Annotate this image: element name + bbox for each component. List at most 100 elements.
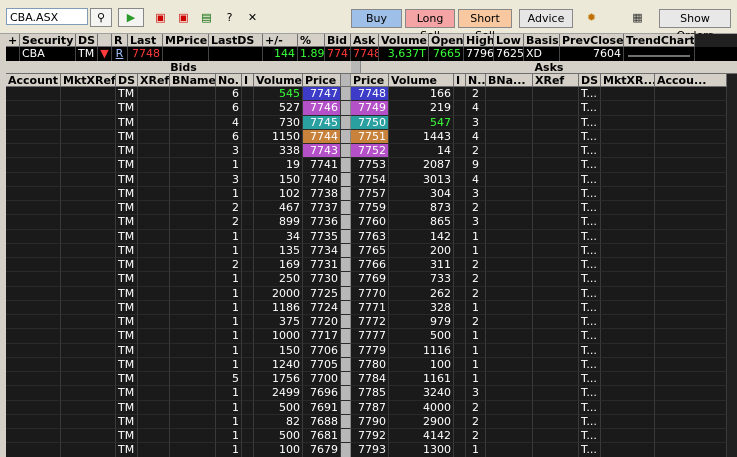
show-orders-button[interactable]: Show Orders (659, 9, 731, 42)
depth-row[interactable]: TM 2 467 7737 7759 873 2 T... (6, 201, 737, 216)
search-icon[interactable]: ⚲ (90, 8, 112, 27)
depth-row[interactable]: TM 1 375 7720 7772 979 2 T... (6, 315, 737, 330)
col-bid-ds[interactable]: DS (116, 74, 138, 87)
quote-r[interactable]: R (112, 47, 128, 61)
depth-row[interactable]: TM 3 338 7743 7752 14 2 T... (6, 144, 737, 159)
depth-row[interactable]: TM 2 899 7736 7760 865 3 T... (6, 215, 737, 230)
bid-xref-cell (138, 357, 170, 372)
col-lastds[interactable]: LastDS (209, 34, 263, 47)
bid-account-cell (6, 129, 61, 144)
expand-header[interactable]: + (6, 34, 20, 47)
col-ds[interactable]: DS (76, 34, 98, 47)
depth-row[interactable]: TM 1 1186 7724 7771 328 1 T... (6, 300, 737, 315)
col-low[interactable]: Low (494, 34, 524, 47)
bid-no-cell: 1 (216, 300, 242, 315)
col-bid-bname[interactable]: BName (170, 74, 216, 87)
ask-xref-cell (533, 144, 579, 159)
quote-security: CBA (20, 47, 76, 61)
bid-price-cell: 7679 (303, 443, 341, 457)
col-ask-xref[interactable]: XRef (533, 74, 579, 87)
depth-row[interactable]: TM 5 1756 7700 7784 1161 1 T... (6, 372, 737, 387)
col-r[interactable]: R (112, 34, 128, 47)
ask-no-cell: 2 (466, 414, 486, 429)
buy-button[interactable]: Buy (351, 9, 402, 28)
depth-row[interactable]: TM 1 150 7706 7779 1116 1 T... (6, 343, 737, 358)
bid-xref-cell (138, 101, 170, 116)
col-ask-account[interactable]: Accou... (655, 74, 727, 87)
ask-volume-cell: 873 (389, 201, 454, 216)
col-bid-mktxref[interactable]: MktXRef (61, 74, 116, 87)
col-pct[interactable]: % (298, 34, 325, 47)
depth-row[interactable]: TM 1 135 7734 7765 200 1 T... (6, 243, 737, 258)
col-change[interactable]: +/- (263, 34, 298, 47)
book-icon[interactable]: ▣ (155, 11, 166, 24)
col-ask-volume[interactable]: Volume (389, 74, 454, 87)
col-last[interactable]: Last (128, 34, 163, 47)
depth-row[interactable]: TM 6 527 7746 7749 219 4 T... (6, 101, 737, 116)
calculator-icon[interactable]: ▦ (632, 11, 643, 24)
depth-row[interactable]: TM 1 82 7688 7790 2900 2 T... (6, 414, 737, 429)
depth-row[interactable]: TM 1 500 7681 7792 4142 2 T... (6, 429, 737, 444)
globe-icon[interactable]: ✹ (586, 11, 597, 24)
depth-row[interactable]: TM 1 250 7730 7769 733 2 T... (6, 272, 737, 287)
depth-row[interactable]: TM 1 500 7691 7787 4000 2 T... (6, 400, 737, 415)
ask-account-cell (655, 87, 727, 102)
col-bid-account[interactable]: Account (6, 74, 61, 87)
depth-row[interactable]: TM 1 34 7735 7763 142 1 T... (6, 229, 737, 244)
symbol-input[interactable]: CBA.ASX (6, 8, 88, 25)
depth-row[interactable]: TM 3 150 7740 7754 3013 4 T... (6, 172, 737, 187)
col-bid-no[interactable]: No. (216, 74, 242, 87)
col-ask-mktxref[interactable]: MktXR... (601, 74, 655, 87)
depth-row[interactable]: TM 1 1000 7717 7777 500 1 T... (6, 329, 737, 344)
col-trend-arrow[interactable] (98, 34, 112, 47)
col-trendchart[interactable]: TrendChart (624, 34, 695, 47)
depth-row[interactable]: TM 1 102 7738 7757 304 3 T... (6, 186, 737, 201)
col-basis[interactable]: Basis (524, 34, 560, 47)
ask-volume-cell: 4000 (389, 400, 454, 415)
col-bid-i[interactable]: I (242, 74, 254, 87)
col-volume[interactable]: Volume (379, 34, 429, 47)
help-icon[interactable]: ? (226, 11, 233, 24)
col-ask-ds[interactable]: DS (579, 74, 601, 87)
col-security[interactable]: Security (20, 34, 76, 47)
depth-row[interactable]: TM 1 100 7679 7793 1300 1 T... (6, 443, 737, 457)
col-prevclose[interactable]: PrevClose (560, 34, 624, 47)
col-bid-price[interactable]: Price (303, 74, 341, 87)
col-ask-i[interactable]: I (454, 74, 466, 87)
chart-icon[interactable]: ▤ (201, 11, 212, 24)
depth-row[interactable]: TM 1 1240 7705 7780 100 1 T... (6, 357, 737, 372)
depth-row[interactable]: TM 1 2000 7725 7770 262 2 T... (6, 286, 737, 301)
ask-no-cell: 2 (466, 87, 486, 102)
col-ask-no[interactable]: N... (466, 74, 486, 87)
col-bid[interactable]: Bid (325, 34, 351, 47)
col-ask-bname[interactable]: BNa... (486, 74, 533, 87)
depth-row[interactable]: TM 4 730 7745 7750 547 3 T... (6, 115, 737, 130)
short-sell-button[interactable]: Short Sell (458, 9, 512, 42)
bid-no-cell: 6 (216, 87, 242, 102)
book-icon[interactable]: ▣ (178, 11, 189, 24)
col-open[interactable]: Open (429, 34, 464, 47)
col-ask-price[interactable]: Price (351, 74, 389, 87)
ask-no-cell: 1 (466, 357, 486, 372)
depth-row[interactable]: TM 1 19 7741 7753 2087 9 T... (6, 158, 737, 173)
bid-bname-cell (170, 144, 216, 159)
col-bid-volume[interactable]: Volume (254, 74, 303, 87)
advice-button[interactable]: Advice (519, 9, 573, 28)
quote-expand[interactable] (6, 47, 20, 61)
bid-ds-cell: TM (116, 372, 138, 387)
depth-row[interactable]: TM 6 1150 7744 7751 1443 4 T... (6, 129, 737, 144)
depth-row[interactable]: TM 2 169 7731 7766 311 2 T... (6, 258, 737, 273)
bid-i-cell (242, 443, 254, 457)
play-icon[interactable]: ▶ (118, 8, 144, 27)
col-mprice[interactable]: MPrice (163, 34, 209, 47)
col-bid-xref[interactable]: XRef (138, 74, 170, 87)
col-ask[interactable]: Ask (351, 34, 379, 47)
tools-icon[interactable]: ✕ (247, 11, 258, 24)
bid-account-cell (6, 215, 61, 230)
col-high[interactable]: High (464, 34, 494, 47)
long-sell-button[interactable]: Long Sell (405, 9, 455, 42)
bid-no-cell: 1 (216, 443, 242, 457)
depth-row[interactable]: TM 1 2499 7696 7785 3240 3 T... (6, 386, 737, 401)
depth-row[interactable]: TM 6 545 7747 7748 166 2 T... (6, 87, 737, 102)
quote-row[interactable]: CBA TM ▼ R 7748 144 1.89 7747 7748 3,637… (6, 47, 737, 61)
